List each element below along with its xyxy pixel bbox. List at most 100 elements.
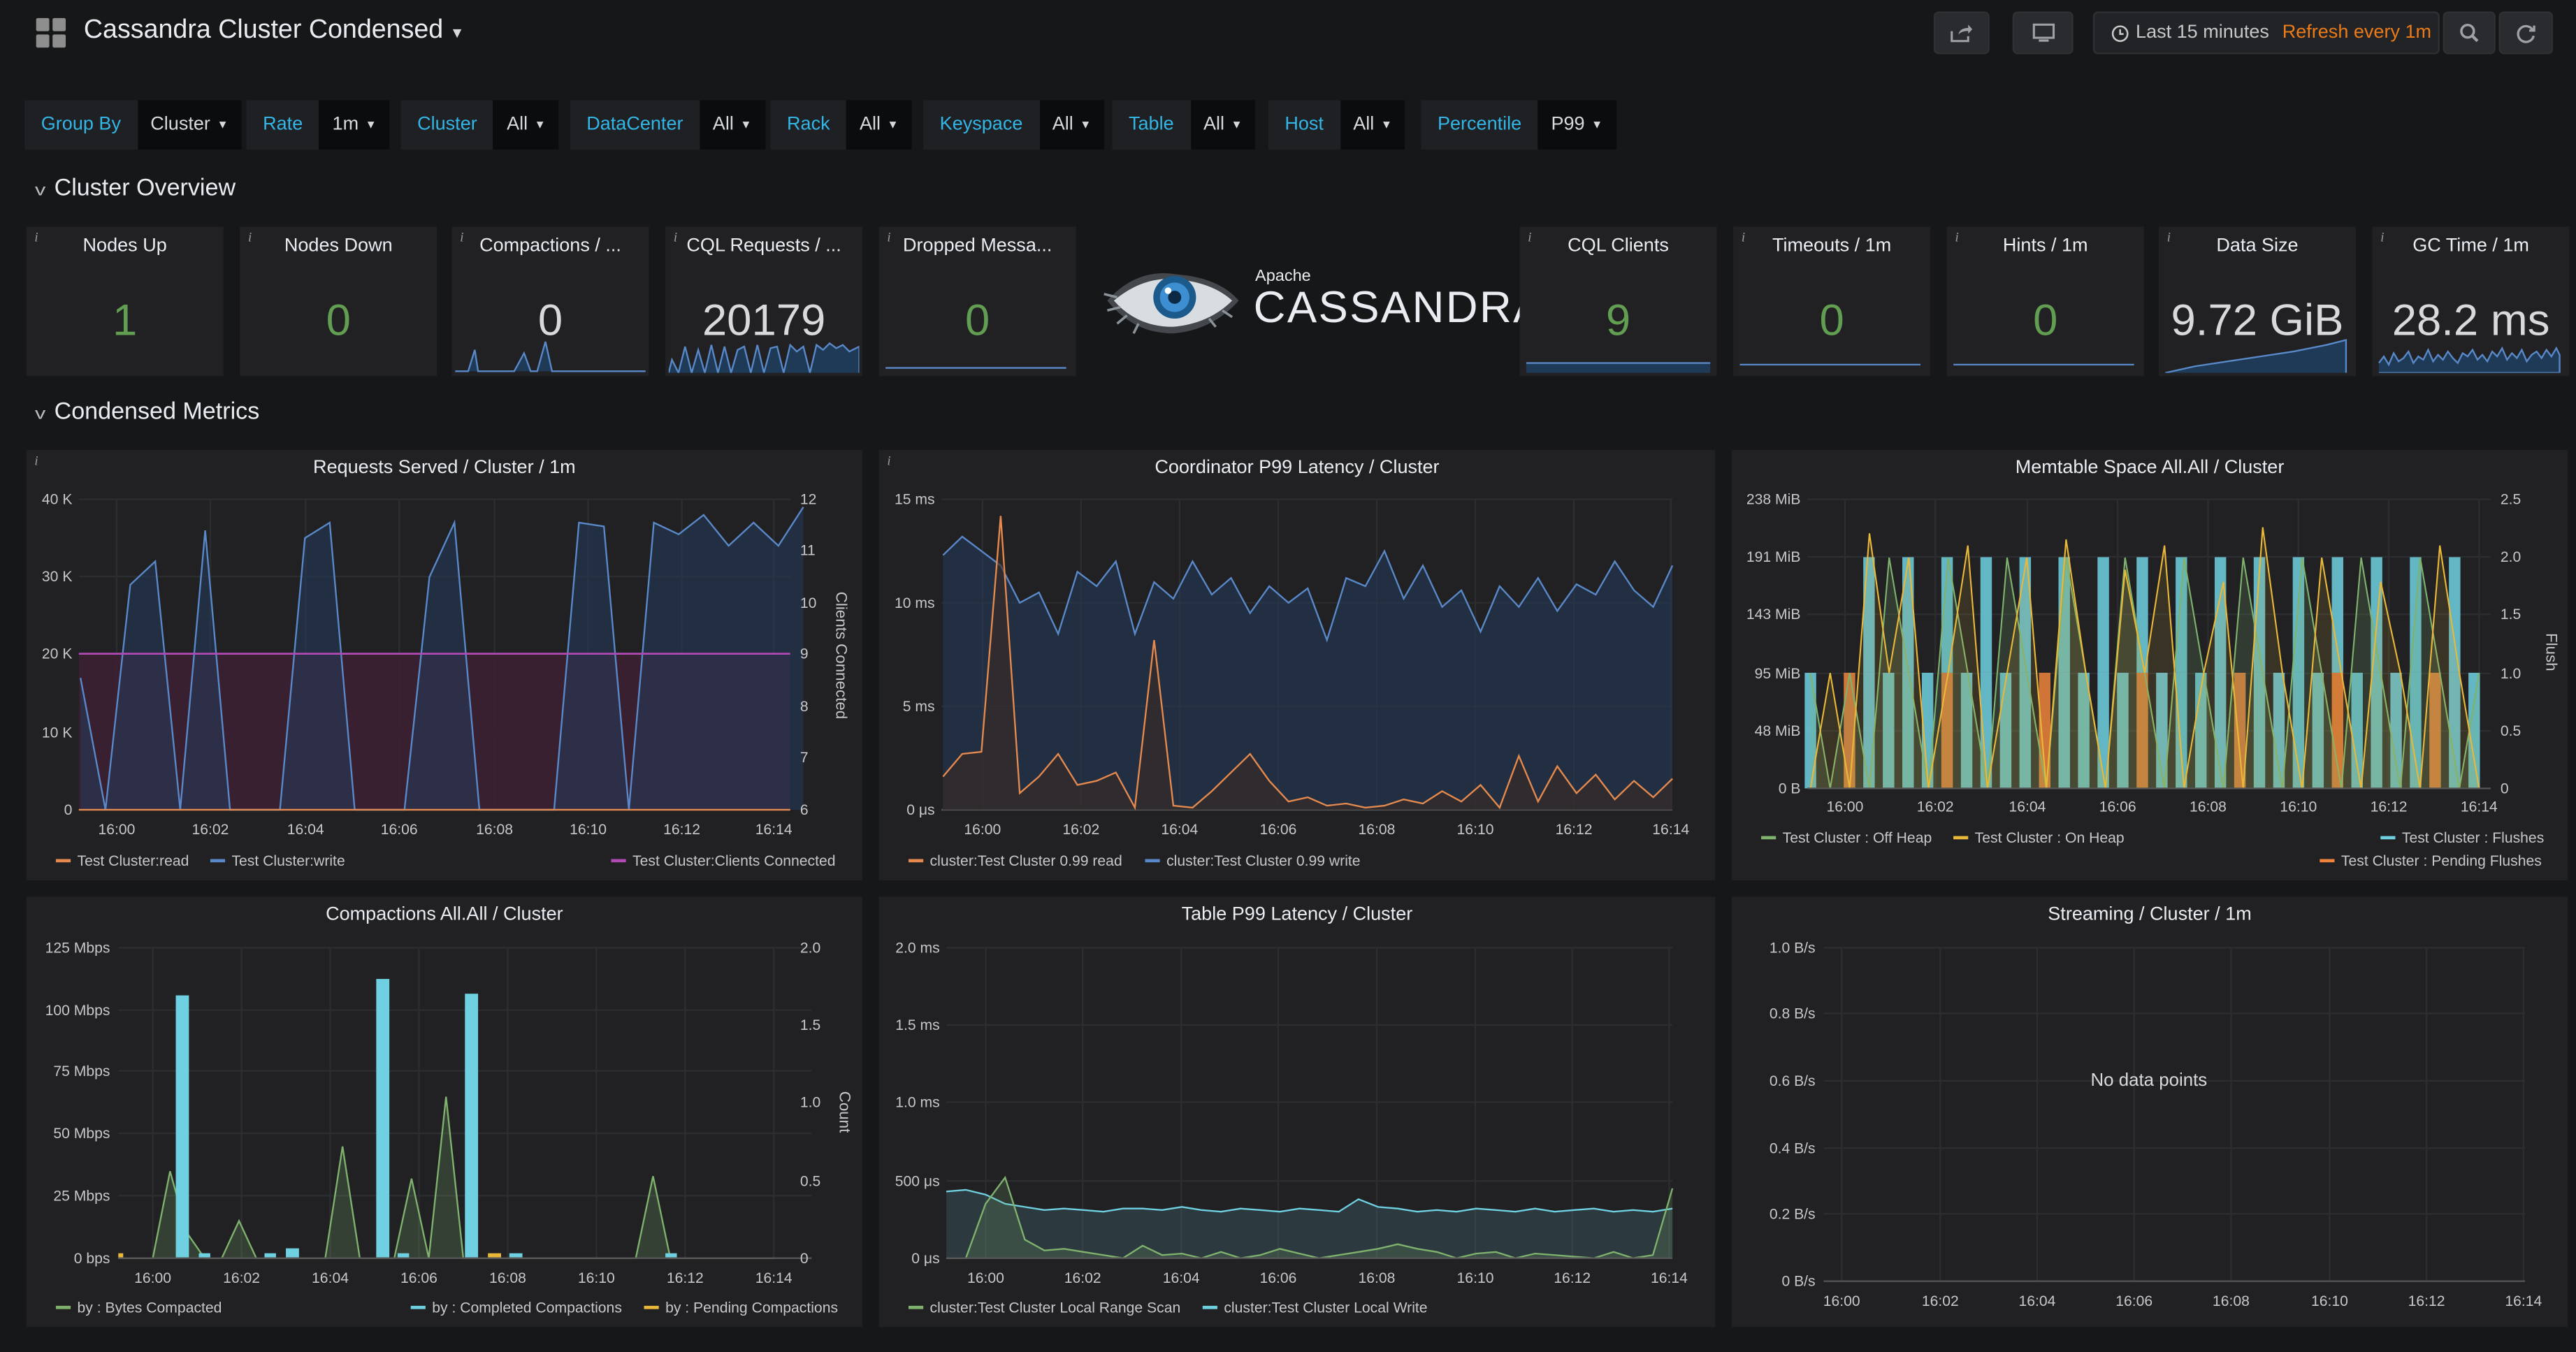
stat-panel-gc-time[interactable]: i GC Time / 1m 28.2 ms xyxy=(2372,226,2570,377)
var-select[interactable]: All ▼ xyxy=(1039,100,1105,150)
legend-item[interactable]: Test Cluster : Flushes xyxy=(2380,829,2544,846)
legend-item[interactable]: by : Bytes Compacted xyxy=(55,1299,222,1316)
var-table[interactable]: Table All ▼ xyxy=(1112,100,1256,150)
flush-bar xyxy=(2331,672,2344,789)
var-select[interactable]: 1m ▼ xyxy=(319,100,390,150)
stat-panel-hints[interactable]: i Hints / 1m 0 xyxy=(1946,226,2144,377)
info-icon[interactable]: i xyxy=(247,230,252,245)
legend-item[interactable]: cluster:Test Cluster Local Range Scan xyxy=(908,1299,1180,1316)
stat-title: Dropped Messa... xyxy=(903,236,1052,256)
info-icon[interactable]: i xyxy=(34,453,38,468)
graph-panel-requests-served[interactable]: i Requests Served / Cluster / 1m 40 K 30… xyxy=(26,450,863,881)
info-icon[interactable]: i xyxy=(2380,230,2385,245)
graph-panel-memtable-space[interactable]: Memtable Space All.All / Cluster 238 MiB… xyxy=(1731,450,2568,881)
legend-item[interactable]: Test Cluster:Clients Connected xyxy=(611,852,836,869)
graph-panel-coordinator-latency[interactable]: i Coordinator P99 Latency / Cluster 15 m… xyxy=(878,450,1716,881)
var-keyspace[interactable]: Keyspace All ▼ xyxy=(923,100,1105,150)
graph-panel-table-latency[interactable]: Table P99 Latency / Cluster 2.0 ms 1.5 m… xyxy=(878,896,1716,1328)
var-host[interactable]: Host All ▼ xyxy=(1268,100,1405,150)
legend-item[interactable]: cluster:Test Cluster Local Write xyxy=(1202,1299,1428,1316)
flush-bar xyxy=(1980,672,1992,789)
var-percentile[interactable]: Percentile P99 ▼ xyxy=(1421,100,1616,150)
stat-value: 0 xyxy=(537,296,563,345)
refresh-button[interactable] xyxy=(2498,11,2554,54)
x-tick: 16:04 xyxy=(1161,822,1198,838)
chevron-down-icon: v xyxy=(34,405,46,424)
row-cluster-overview[interactable]: v Cluster Overview xyxy=(35,176,236,203)
info-icon[interactable]: i xyxy=(887,230,891,245)
legend-label: cluster:Test Cluster 0.99 write xyxy=(1166,852,1361,869)
stat-panel-cql-requests[interactable]: i CQL Requests / ... 20179 xyxy=(665,226,863,377)
var-select[interactable]: All ▼ xyxy=(493,100,559,150)
stat-title: Timeouts / 1m xyxy=(1772,236,1892,256)
graph-panel-compactions[interactable]: Compactions All.All / Cluster xyxy=(26,896,863,1328)
info-icon[interactable]: i xyxy=(1741,230,1746,245)
var-select[interactable]: All ▼ xyxy=(1340,100,1405,150)
var-datacenter[interactable]: DataCenter All ▼ xyxy=(570,100,765,150)
stat-panel-data-size[interactable]: i Data Size 9.72 GiB xyxy=(2158,226,2357,377)
y-tick: 25 Mbps xyxy=(53,1188,110,1204)
time-picker[interactable]: Last 15 minutes Refresh every 1m xyxy=(2092,11,2440,54)
info-icon[interactable]: i xyxy=(673,230,678,245)
graph-panel-streaming[interactable]: Streaming / Cluster / 1m 1.0 B/s 0.8 B/s… xyxy=(1731,896,2568,1328)
stat-panel-cql-clients[interactable]: i CQL Clients 9 xyxy=(1519,226,1717,377)
y-tick: 238 MiB xyxy=(1746,492,1801,508)
flush-bar xyxy=(2273,672,2285,789)
var-value: P99 xyxy=(1551,115,1585,135)
flush-bar xyxy=(1980,557,1992,673)
x-tick: 16:14 xyxy=(2461,799,2498,815)
x-tick: 16:00 xyxy=(967,1270,1004,1286)
legend-item[interactable]: Test Cluster:read xyxy=(55,852,189,869)
var-group-by[interactable]: Group By Cluster ▼ xyxy=(24,100,242,150)
flush-bar xyxy=(2195,672,2207,789)
panel-title: Streaming / Cluster / 1m xyxy=(2048,905,2252,925)
y2-tick: 0 xyxy=(800,1251,809,1267)
var-select[interactable]: All ▼ xyxy=(846,100,912,150)
var-select[interactable]: All ▼ xyxy=(700,100,765,150)
y-tick: 48 MiB xyxy=(1755,723,1801,739)
var-rack[interactable]: Rack All ▼ xyxy=(770,100,912,150)
legend-item[interactable]: Test Cluster : Off Heap xyxy=(1761,829,1932,846)
dashboard-title[interactable]: Cassandra Cluster Condensed ▼ xyxy=(84,17,465,46)
stat-panel-compactions[interactable]: i Compactions / ... 0 xyxy=(451,226,649,377)
row-condensed-metrics[interactable]: v Condensed Metrics xyxy=(34,399,260,426)
legend-item[interactable]: by : Pending Compactions xyxy=(644,1299,838,1316)
stat-title: Hints / 1m xyxy=(2002,236,2088,256)
legend-item[interactable]: Test Cluster : Pending Flushes xyxy=(2320,852,2542,869)
legend-item[interactable]: Test Cluster : On Heap xyxy=(1953,829,2125,846)
stat-panel-dropped-messages[interactable]: i Dropped Messa... 0 xyxy=(878,226,1076,377)
tv-mode-button[interactable] xyxy=(2012,11,2074,54)
info-icon[interactable]: i xyxy=(1528,230,1532,245)
var-select[interactable]: P99 ▼ xyxy=(1537,100,1616,150)
legend-item[interactable]: cluster:Test Cluster 0.99 read xyxy=(908,852,1122,869)
var-rate[interactable]: Rate 1m ▼ xyxy=(246,100,390,150)
y-tick: 1.0 ms xyxy=(895,1094,939,1110)
zoom-out-button[interactable] xyxy=(2443,11,2496,54)
var-value: Cluster xyxy=(150,115,210,135)
legend-item[interactable]: Test Cluster:write xyxy=(210,852,345,869)
stat-panel-nodes-down[interactable]: i Nodes Down 0 xyxy=(240,226,437,377)
stat-value: 20179 xyxy=(702,296,826,345)
legend-item[interactable]: by : Completed Compactions xyxy=(410,1299,622,1316)
series-line xyxy=(946,1175,1674,1259)
stat-panel-timeouts[interactable]: i Timeouts / 1m 0 xyxy=(1733,226,1931,377)
var-select[interactable]: Cluster ▼ xyxy=(137,100,242,150)
flush-bar xyxy=(2136,672,2148,789)
series-area xyxy=(946,1189,1673,1258)
info-icon[interactable]: i xyxy=(887,453,891,468)
info-icon[interactable]: i xyxy=(34,230,38,245)
var-select[interactable]: All ▼ xyxy=(1190,100,1256,150)
legend-swatch xyxy=(611,859,626,863)
y2-tick: 8 xyxy=(800,699,809,715)
stat-panel-nodes-up[interactable]: i Nodes Up 1 xyxy=(26,226,224,377)
x-tick: 16:08 xyxy=(476,822,513,838)
var-cluster[interactable]: Cluster All ▼ xyxy=(400,100,559,150)
info-icon[interactable]: i xyxy=(1955,230,1959,245)
legend-item[interactable]: cluster:Test Cluster 0.99 write xyxy=(1145,852,1361,869)
x-tick: 16:02 xyxy=(1062,822,1099,838)
y2-tick: 12 xyxy=(800,492,817,508)
info-icon[interactable]: i xyxy=(2166,230,2171,245)
share-button[interactable] xyxy=(1933,11,1990,54)
info-icon[interactable]: i xyxy=(460,230,464,245)
dashboard-grid-icon[interactable] xyxy=(36,17,66,48)
